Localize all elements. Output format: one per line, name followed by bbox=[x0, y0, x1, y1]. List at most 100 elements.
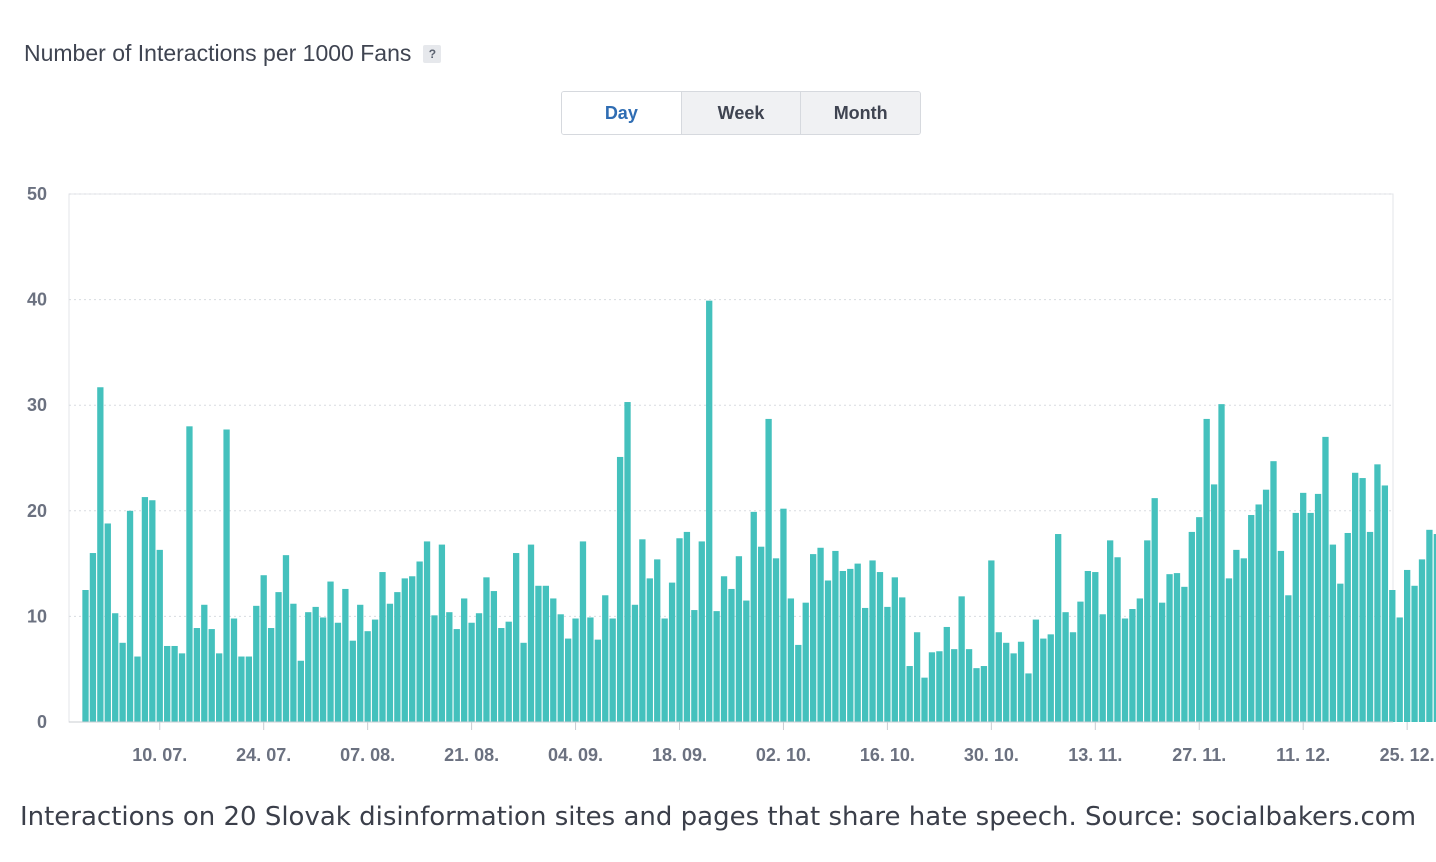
bar bbox=[1404, 569, 1411, 722]
bar bbox=[468, 622, 475, 722]
bar bbox=[847, 568, 854, 722]
bar bbox=[928, 652, 936, 722]
bar bbox=[527, 544, 535, 722]
x-tick-label: 10. 07. bbox=[132, 745, 187, 765]
bar bbox=[483, 577, 490, 722]
bar bbox=[1069, 632, 1077, 722]
day-button[interactable]: Day bbox=[562, 92, 681, 134]
bar bbox=[780, 508, 787, 722]
x-tick-label: 07. 08. bbox=[340, 745, 395, 765]
week-button[interactable]: Week bbox=[680, 92, 801, 134]
bar bbox=[787, 598, 795, 722]
bar bbox=[1166, 574, 1173, 722]
bar bbox=[602, 595, 609, 722]
bar bbox=[1210, 484, 1218, 722]
chart-title: Number of Interactions per 1000 Fans bbox=[24, 40, 412, 66]
granularity-toggle: Day Week Month bbox=[561, 91, 921, 135]
bar bbox=[97, 387, 104, 722]
bar bbox=[186, 426, 193, 722]
bar bbox=[156, 549, 163, 722]
bar bbox=[505, 621, 512, 722]
bar bbox=[765, 418, 772, 722]
bar bbox=[171, 645, 178, 722]
bar bbox=[141, 497, 149, 722]
bar bbox=[164, 645, 171, 722]
bar bbox=[661, 618, 668, 722]
chart-header: Number of Interactions per 1000 Fans ? bbox=[24, 40, 442, 67]
bar bbox=[312, 606, 319, 722]
bar bbox=[513, 553, 520, 722]
help-icon[interactable]: ? bbox=[423, 44, 442, 63]
bar bbox=[824, 580, 832, 722]
month-button[interactable]: Month bbox=[800, 92, 920, 134]
bar bbox=[951, 649, 958, 722]
bar bbox=[1114, 557, 1121, 722]
bar bbox=[720, 576, 728, 722]
bar bbox=[453, 629, 460, 722]
bar bbox=[802, 602, 809, 722]
bar bbox=[1203, 418, 1210, 722]
bar bbox=[1292, 512, 1299, 722]
bar bbox=[631, 604, 639, 722]
bar bbox=[639, 539, 646, 722]
bar bbox=[1032, 619, 1040, 722]
bar bbox=[854, 563, 861, 722]
bar bbox=[1047, 634, 1054, 722]
bar bbox=[550, 598, 557, 722]
bar bbox=[364, 631, 371, 722]
bar bbox=[475, 613, 483, 722]
bar bbox=[735, 556, 743, 722]
figure-caption: Interactions on 20 Slovak disinformation… bbox=[19, 802, 1417, 832]
bar bbox=[431, 615, 438, 722]
x-tick-label: 13. 11. bbox=[1068, 745, 1122, 765]
bar bbox=[1040, 638, 1047, 722]
bar bbox=[1092, 572, 1099, 722]
bar bbox=[1240, 558, 1247, 722]
bar bbox=[1173, 573, 1181, 722]
bar bbox=[260, 575, 267, 722]
bar bbox=[1396, 617, 1403, 722]
bar bbox=[810, 554, 817, 722]
bar bbox=[112, 613, 119, 722]
bar bbox=[646, 578, 653, 722]
bar bbox=[988, 560, 995, 722]
bar bbox=[795, 644, 802, 722]
bar bbox=[386, 603, 394, 722]
bar bbox=[1181, 586, 1188, 722]
bar bbox=[193, 628, 201, 722]
bar bbox=[579, 541, 587, 722]
bar bbox=[758, 546, 765, 722]
bar bbox=[1010, 653, 1017, 722]
y-tick-label: 40 bbox=[27, 290, 47, 310]
bar bbox=[713, 611, 720, 722]
bar bbox=[921, 677, 928, 722]
bar bbox=[839, 570, 846, 722]
bar bbox=[119, 642, 126, 722]
bar bbox=[572, 618, 579, 722]
bar bbox=[1136, 598, 1143, 722]
bar bbox=[906, 666, 913, 722]
bar bbox=[1077, 601, 1084, 722]
bar bbox=[772, 558, 780, 722]
bar bbox=[1426, 529, 1433, 722]
y-tick-label: 20 bbox=[27, 501, 47, 521]
bar bbox=[349, 640, 356, 722]
bar bbox=[980, 666, 988, 722]
bar bbox=[594, 639, 601, 722]
x-tick-label: 16. 10. bbox=[860, 745, 915, 765]
bar bbox=[869, 560, 876, 722]
bar bbox=[409, 576, 416, 722]
bar bbox=[1307, 512, 1314, 722]
bar bbox=[609, 618, 616, 722]
bar bbox=[1062, 612, 1069, 722]
bar bbox=[995, 632, 1002, 722]
bar bbox=[1366, 531, 1374, 722]
bar bbox=[230, 618, 238, 722]
bar bbox=[965, 649, 973, 722]
bar bbox=[958, 596, 965, 722]
bar bbox=[557, 614, 564, 722]
bar bbox=[297, 660, 304, 722]
bar bbox=[535, 585, 542, 722]
y-tick-label: 10 bbox=[27, 606, 47, 626]
bar bbox=[223, 429, 230, 722]
